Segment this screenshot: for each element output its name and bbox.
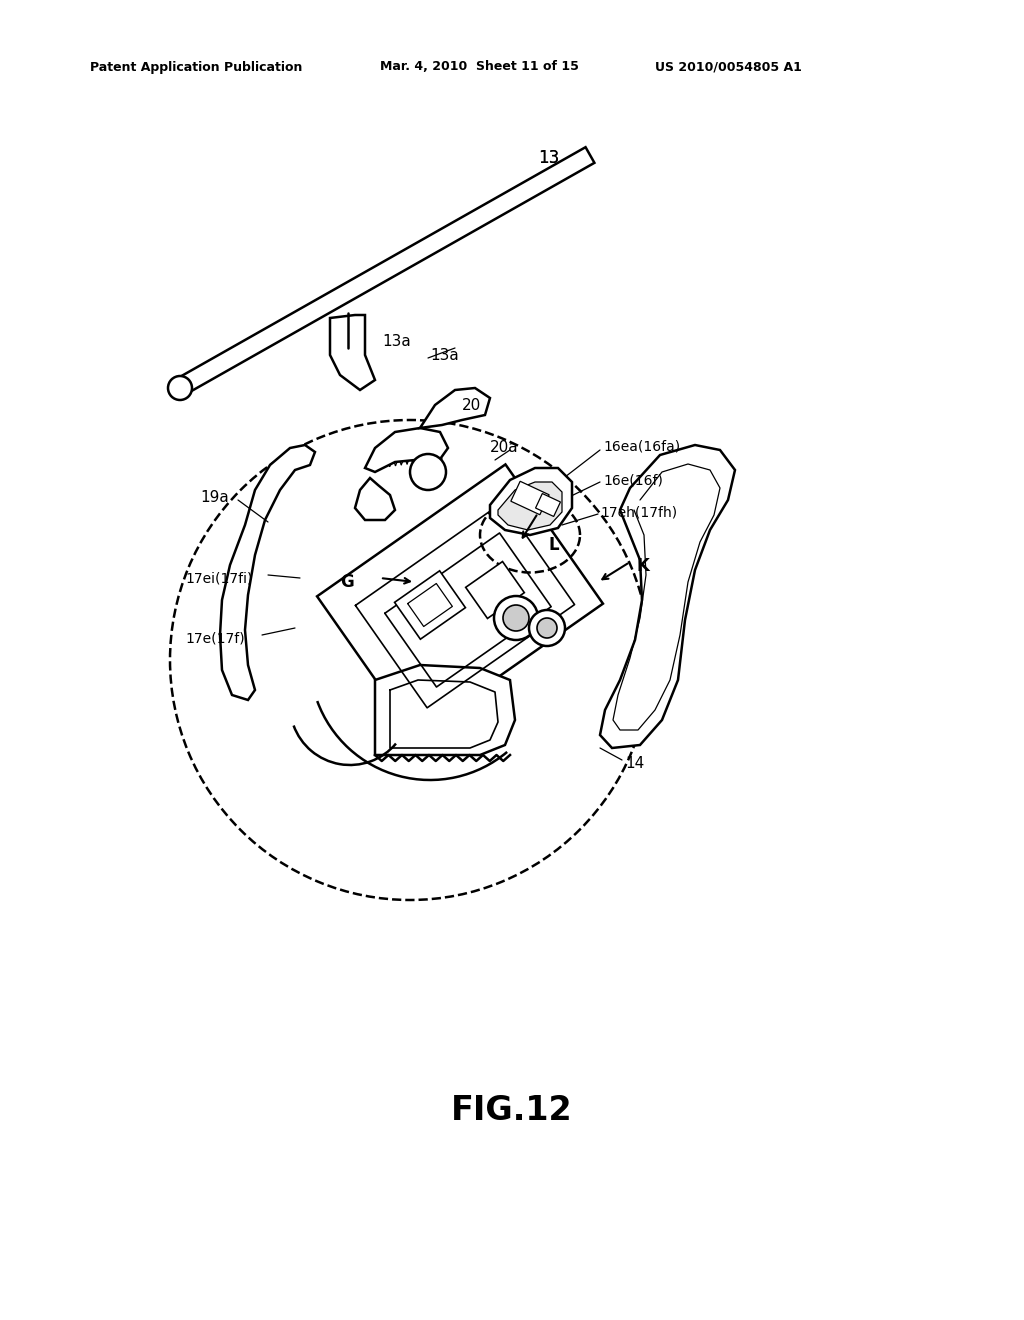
Text: 17eh(17fh): 17eh(17fh) [600, 506, 677, 519]
Polygon shape [600, 445, 735, 748]
Circle shape [410, 454, 446, 490]
Text: 14: 14 [625, 755, 644, 771]
Text: G: G [340, 573, 353, 591]
Text: 13a: 13a [430, 347, 459, 363]
Polygon shape [317, 465, 603, 735]
Text: 19a: 19a [200, 490, 228, 504]
Circle shape [168, 376, 193, 400]
Text: 20: 20 [462, 397, 481, 412]
Text: FIG.12: FIG.12 [452, 1093, 572, 1126]
Text: 13: 13 [538, 149, 559, 168]
Text: Mar. 4, 2010  Sheet 11 of 15: Mar. 4, 2010 Sheet 11 of 15 [380, 61, 579, 74]
Polygon shape [511, 482, 549, 515]
Polygon shape [536, 494, 560, 516]
Polygon shape [375, 665, 515, 755]
Text: Patent Application Publication: Patent Application Publication [90, 61, 302, 74]
Circle shape [537, 618, 557, 638]
Polygon shape [466, 561, 524, 619]
Circle shape [503, 605, 529, 631]
Polygon shape [220, 445, 315, 700]
Polygon shape [365, 428, 449, 473]
Text: 17e(17f): 17e(17f) [185, 631, 245, 645]
Text: L: L [548, 536, 559, 554]
Text: US 2010/0054805 A1: US 2010/0054805 A1 [655, 61, 802, 74]
Polygon shape [171, 147, 595, 397]
Polygon shape [330, 315, 375, 389]
Text: 13: 13 [538, 149, 559, 168]
Text: 20a: 20a [490, 440, 518, 454]
Text: 16e(16f): 16e(16f) [603, 473, 663, 487]
Text: K: K [636, 557, 649, 576]
Polygon shape [498, 482, 562, 531]
Text: 17ei(17fi): 17ei(17fi) [185, 572, 252, 585]
Text: 16ea(16fa): 16ea(16fa) [603, 440, 680, 454]
Text: 13a: 13a [382, 334, 411, 350]
Polygon shape [394, 570, 466, 639]
Polygon shape [490, 469, 572, 535]
Circle shape [494, 597, 538, 640]
Circle shape [529, 610, 565, 645]
Polygon shape [355, 478, 395, 520]
Polygon shape [420, 388, 490, 428]
